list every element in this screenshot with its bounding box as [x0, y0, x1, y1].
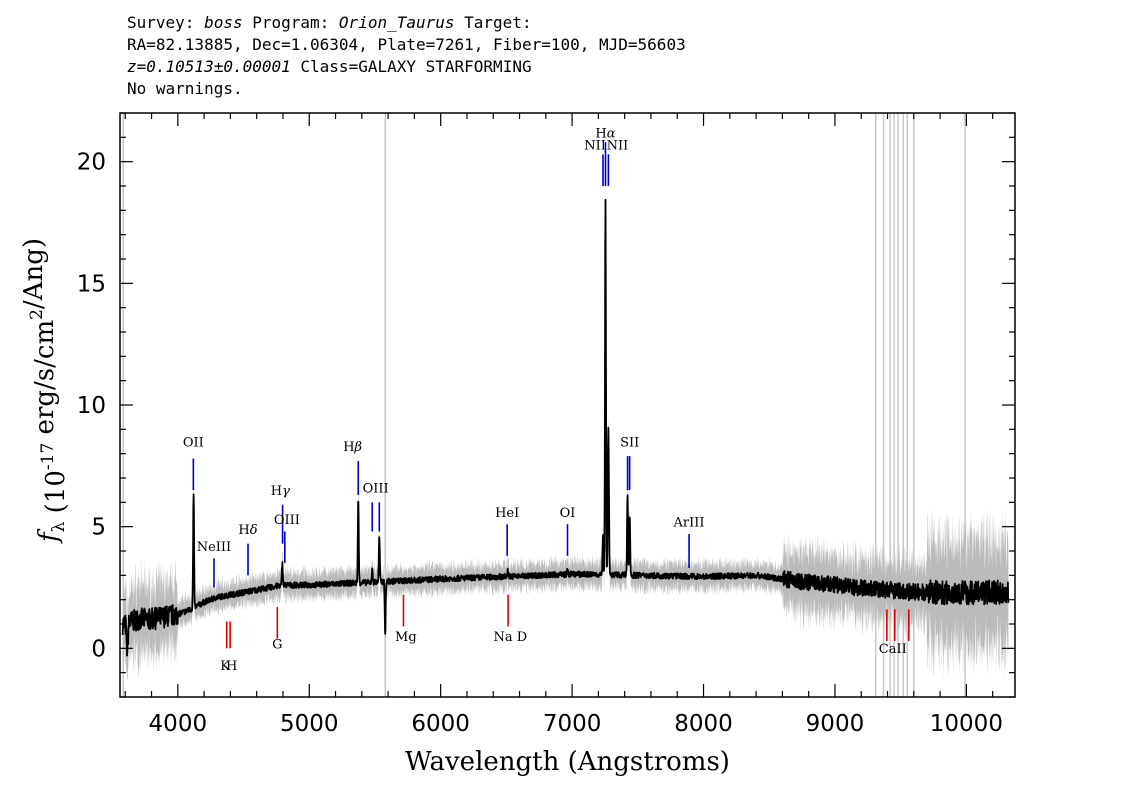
error-band — [122, 190, 1009, 684]
spectrum-header: Survey: boss Program: Orion_Taurus Targe… — [127, 12, 686, 100]
line-label: G — [272, 637, 282, 652]
line-label: NII — [584, 139, 606, 154]
y-axis-label: fλ (10-17 erg/s/cm2/Ang) — [19, 238, 71, 544]
x-tick-label: 4000 — [149, 711, 208, 737]
x-tick-label: 9000 — [806, 711, 865, 737]
line-label: ArIII — [673, 516, 705, 531]
line-label: OIII — [363, 482, 389, 497]
header-line-coordinates: RA=82.13885, Dec=1.06304, Plate=7261, Fi… — [127, 35, 686, 54]
line-label: SII — [620, 435, 639, 450]
x-tick-label: 6000 — [411, 711, 470, 737]
line-label: H — [226, 659, 237, 674]
x-tick-label: 5000 — [280, 711, 339, 737]
error-band-layer — [122, 190, 1009, 684]
line-label: Hγ — [271, 484, 290, 499]
line-label: CaII — [879, 642, 907, 657]
line-label: Hβ — [343, 440, 362, 455]
line-label: OI — [560, 506, 576, 521]
survey-label: Survey: — [127, 13, 205, 32]
flux-line — [121, 198, 1010, 657]
x-tick-label: 8000 — [674, 711, 733, 737]
x-tick-label: 7000 — [543, 711, 602, 737]
x-tick-label: 10000 — [930, 711, 1003, 737]
y-tick-label: 10 — [77, 393, 106, 419]
line-label: OII — [183, 435, 204, 450]
header-line-warnings: No warnings. — [127, 79, 243, 98]
line-label: NeIII — [197, 540, 231, 555]
line-label: Na D — [493, 630, 527, 645]
axes-layer: 4000 5000 6000 7000 8000 9000 10000 0 5 10 15 20 Wav… — [19, 112, 1016, 777]
y-tick-label: 5 — [91, 515, 106, 541]
program-label: Program: — [242, 13, 339, 32]
class-value: Class=GALAXY STARFORMING — [290, 57, 532, 76]
line-label: K — [220, 659, 230, 674]
line-label: Hα — [595, 126, 615, 141]
line-label: OIII — [274, 513, 300, 528]
y-tick-label: 15 — [77, 271, 106, 297]
line-label: Hδ — [238, 523, 257, 538]
flux-layer — [121, 198, 1010, 657]
line-label: NII — [607, 139, 629, 154]
x-axis-label: Wavelength (Angstroms) — [405, 747, 730, 777]
line-label: HeI — [495, 506, 519, 521]
header-line-redshift: z=0.10513±0.00001 Class=GALAXY STARFORMI… — [127, 56, 686, 78]
target-label: Target: — [454, 13, 532, 32]
program-value: Orion_Taurus — [338, 13, 455, 32]
y-tick-label: 0 — [91, 636, 106, 662]
header-line-survey: Survey: boss Program: Orion_Taurus Targe… — [127, 12, 686, 34]
line-label: Mg — [395, 630, 417, 645]
redshift-value: z=0.10513±0.00001 — [127, 57, 291, 76]
y-tick-label: 20 — [77, 150, 106, 176]
survey-value: boss — [204, 13, 243, 32]
